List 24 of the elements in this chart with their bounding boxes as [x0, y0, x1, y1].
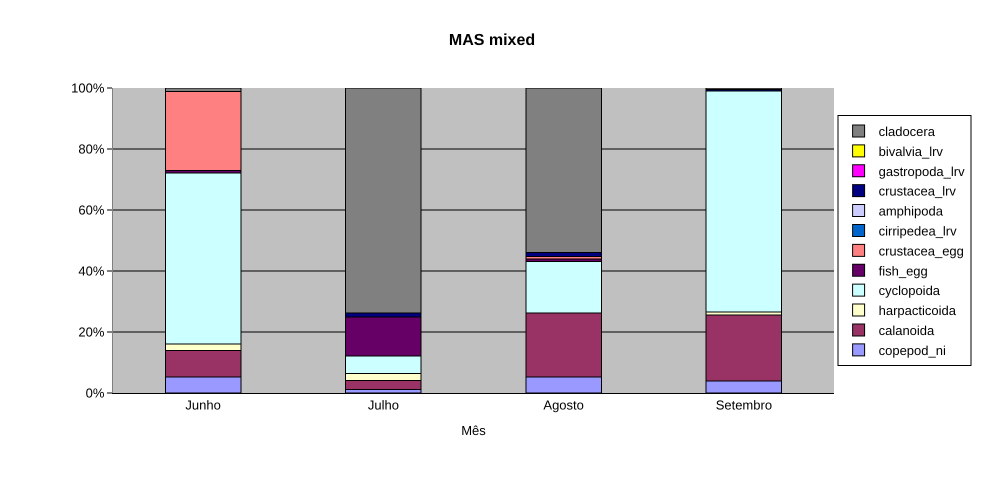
legend-label: gastropoda_lrv: [878, 164, 966, 179]
legend-label: fish_egg: [878, 263, 928, 278]
x-axis-title: Mês: [461, 423, 486, 438]
chart-title: MAS mixed: [448, 32, 536, 50]
legend-label: calanoida: [878, 323, 936, 338]
y-tick-label: 40%: [78, 264, 105, 279]
y-tick-label: 0%: [86, 386, 105, 401]
x-tick-label: Agosto: [543, 398, 584, 413]
y-tick-label: 20%: [78, 324, 105, 340]
legend-label: cyclopoida: [878, 283, 941, 298]
legend-label: bivalvia_lrv: [878, 144, 944, 159]
legend-label: amphipoda: [878, 204, 944, 219]
x-tick-label: Setembro: [716, 398, 772, 413]
y-tick-label: 60%: [78, 202, 105, 218]
x-tick-label: Julho: [368, 398, 399, 413]
legend-label: cladocera: [878, 124, 936, 140]
y-tick-label: 80%: [78, 142, 105, 157]
y-tick-label: 100%: [71, 80, 105, 96]
legend-label: cirripedea_lrv: [878, 224, 958, 239]
x-tick-label: Junho: [185, 398, 221, 413]
legend-label: copepod_ni: [878, 342, 946, 358]
legend-label: harpacticoida: [878, 303, 957, 318]
legend-label: crustacea_egg: [878, 243, 964, 258]
legend-label: crustacea_lrv: [878, 184, 956, 199]
